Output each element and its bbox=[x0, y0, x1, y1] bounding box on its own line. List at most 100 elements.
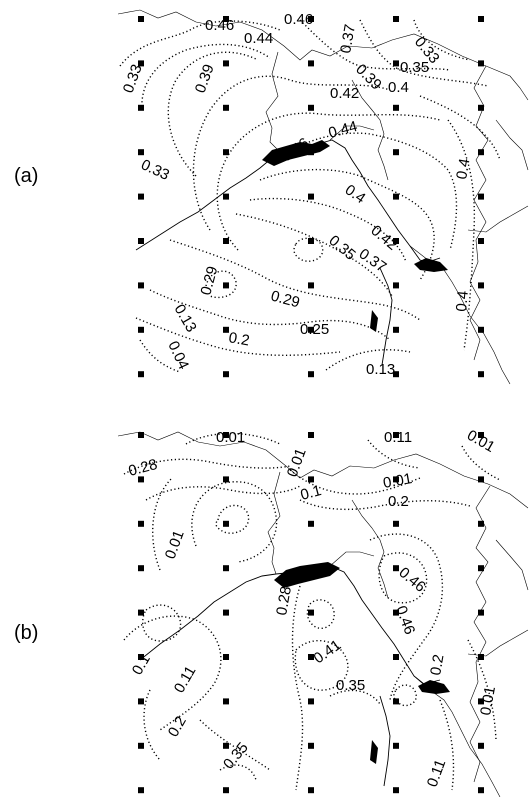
contour-label: 0.37 bbox=[356, 245, 390, 276]
delta-blot-b bbox=[274, 562, 340, 588]
contour-label: 0.2 bbox=[388, 493, 409, 510]
grid-point-marker bbox=[478, 520, 484, 527]
grid-point-marker bbox=[478, 60, 484, 67]
contour-label: 0.44 bbox=[327, 118, 360, 142]
grid-point-marker bbox=[138, 104, 144, 111]
contour-label: 0.35 bbox=[325, 232, 358, 264]
grid-point-marker bbox=[478, 238, 484, 244]
contour-label: 0.13 bbox=[171, 302, 200, 336]
contour-label: 0.4 bbox=[342, 181, 369, 207]
grid-point-marker bbox=[393, 16, 399, 22]
contour-label: 0.01 bbox=[162, 528, 188, 561]
contour-label: 0.37 bbox=[337, 23, 359, 55]
grid-point-marker bbox=[308, 565, 314, 572]
grid-point-marker bbox=[393, 565, 399, 572]
grid-points-a bbox=[138, 16, 484, 378]
grid-points-b bbox=[138, 432, 484, 794]
contour-label: 0.28 bbox=[127, 456, 160, 480]
grid-point-marker bbox=[308, 326, 314, 333]
grid-point-marker bbox=[223, 238, 229, 244]
grid-point-marker bbox=[308, 238, 314, 244]
contour-label: 0.44 bbox=[244, 30, 273, 47]
grid-point-marker bbox=[308, 193, 314, 200]
grid-point-marker bbox=[393, 432, 399, 438]
contour-label: 0.35 bbox=[336, 677, 365, 694]
grid-point-marker bbox=[478, 326, 484, 333]
grid-point-marker bbox=[138, 282, 144, 289]
grid-point-marker bbox=[138, 149, 144, 156]
grid-point-marker bbox=[138, 16, 144, 22]
contours-a bbox=[119, 19, 501, 373]
grid-point-marker bbox=[223, 326, 229, 333]
island-blot-b bbox=[370, 740, 378, 764]
grid-point-marker bbox=[393, 326, 399, 333]
grid-point-marker bbox=[308, 60, 314, 67]
contour-label: 0.33 bbox=[120, 62, 146, 95]
grid-point-marker bbox=[308, 742, 314, 749]
grid-point-marker bbox=[393, 371, 399, 378]
panel-label-a: (a) bbox=[14, 165, 39, 187]
grid-point-marker bbox=[478, 104, 484, 111]
grid-point-marker bbox=[308, 609, 314, 616]
grid-point-marker bbox=[138, 476, 144, 483]
grid-point-marker bbox=[478, 654, 484, 660]
grid-point-marker bbox=[223, 104, 229, 111]
contour-label: 0.01 bbox=[216, 429, 245, 446]
grid-point-marker bbox=[393, 476, 399, 483]
grid-point-marker bbox=[223, 565, 229, 572]
grid-point-marker bbox=[478, 432, 484, 438]
grid-point-marker bbox=[138, 654, 144, 660]
coast-blot-a bbox=[414, 258, 448, 272]
grid-point-marker bbox=[223, 16, 229, 22]
grid-point-marker bbox=[393, 238, 399, 244]
contour-label: 0.42 bbox=[330, 85, 359, 102]
grid-point-marker bbox=[138, 60, 144, 67]
grid-point-marker bbox=[223, 476, 229, 483]
coast-blot-b bbox=[418, 680, 450, 694]
contour-label: 0.41 bbox=[311, 637, 345, 668]
contour-label: 0.01 bbox=[382, 470, 414, 492]
grid-point-marker bbox=[138, 193, 144, 200]
contour-label: 0.46 bbox=[205, 17, 234, 34]
grid-point-marker bbox=[138, 520, 144, 527]
contour-label: 0.2 bbox=[227, 329, 250, 349]
grid-point-marker bbox=[223, 149, 229, 156]
grid-point-marker bbox=[308, 520, 314, 527]
grid-point-marker bbox=[393, 149, 399, 156]
grid-point-marker bbox=[223, 193, 229, 200]
panel-label-b: (b) bbox=[14, 622, 39, 644]
grid-point-marker bbox=[478, 371, 484, 378]
grid-point-marker bbox=[393, 60, 399, 67]
grid-point-marker bbox=[308, 104, 314, 111]
grid-point-marker bbox=[223, 787, 229, 794]
contour-label: 0.13 bbox=[366, 361, 395, 378]
contour-label: 0.1 bbox=[299, 482, 324, 504]
map-panel-a: 0.46 0.46 0.44 0.37 0.33 0.33 0.39 0.35 … bbox=[117, 9, 529, 385]
grid-point-marker bbox=[478, 565, 484, 572]
contour-label: 0.25 bbox=[300, 321, 329, 338]
contour-label: 0.28 bbox=[273, 585, 295, 617]
grid-point-marker bbox=[393, 742, 399, 749]
grid-point-marker bbox=[308, 282, 314, 289]
grid-point-marker bbox=[138, 609, 144, 616]
grid-point-marker bbox=[478, 193, 484, 200]
contour-label: 0.11 bbox=[171, 663, 200, 696]
grid-point-marker bbox=[308, 16, 314, 22]
grid-point-marker bbox=[478, 698, 484, 705]
grid-point-marker bbox=[478, 609, 484, 616]
grid-point-marker bbox=[223, 609, 229, 616]
grid-point-marker bbox=[223, 60, 229, 67]
coastline-b bbox=[117, 431, 529, 797]
grid-point-marker bbox=[393, 654, 399, 660]
contour-label: 0.2 bbox=[427, 653, 447, 676]
contour-label: 0.4 bbox=[453, 290, 472, 312]
grid-point-marker bbox=[308, 698, 314, 705]
contour-label: 0.29 bbox=[269, 287, 302, 311]
contour-label: 0.35 bbox=[400, 59, 429, 76]
contour-label: 0.4 bbox=[453, 157, 473, 180]
grid-point-marker bbox=[138, 742, 144, 749]
contour-label: 0.39 bbox=[192, 62, 218, 95]
contour-label: 0.33 bbox=[138, 156, 172, 184]
contour-label: 0.1 bbox=[129, 651, 154, 678]
